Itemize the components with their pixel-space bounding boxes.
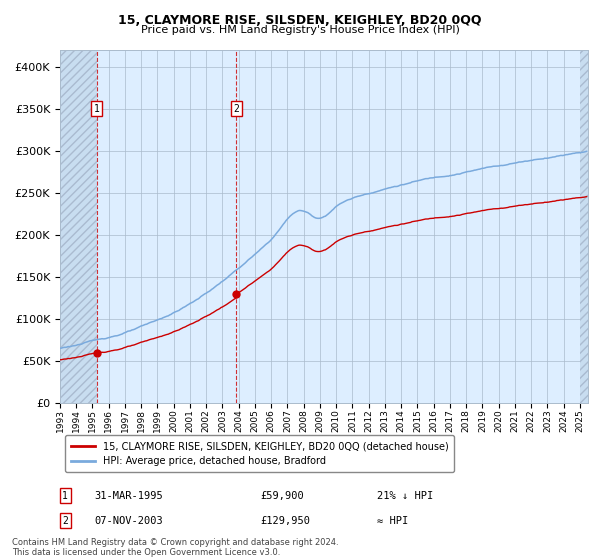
Text: £59,900: £59,900 [260,491,304,501]
Text: 07-NOV-2003: 07-NOV-2003 [94,516,163,526]
Text: Contains HM Land Registry data © Crown copyright and database right 2024.
This d: Contains HM Land Registry data © Crown c… [12,538,338,557]
Text: 1: 1 [62,491,68,501]
Text: 15, CLAYMORE RISE, SILSDEN, KEIGHLEY, BD20 0QQ: 15, CLAYMORE RISE, SILSDEN, KEIGHLEY, BD… [118,14,482,27]
Text: 2: 2 [62,516,68,526]
Text: 1: 1 [94,104,100,114]
Text: 21% ↓ HPI: 21% ↓ HPI [377,491,433,501]
Text: Price paid vs. HM Land Registry's House Price Index (HPI): Price paid vs. HM Land Registry's House … [140,25,460,35]
Text: 31-MAR-1995: 31-MAR-1995 [94,491,163,501]
Text: £129,950: £129,950 [260,516,311,526]
Text: 2: 2 [233,104,239,114]
Bar [580,50,588,403]
Legend: 15, CLAYMORE RISE, SILSDEN, KEIGHLEY, BD20 0QQ (detached house), HPI: Average pr: 15, CLAYMORE RISE, SILSDEN, KEIGHLEY, BD… [65,435,454,472]
Text: ≈ HPI: ≈ HPI [377,516,408,526]
Bar [60,50,97,403]
